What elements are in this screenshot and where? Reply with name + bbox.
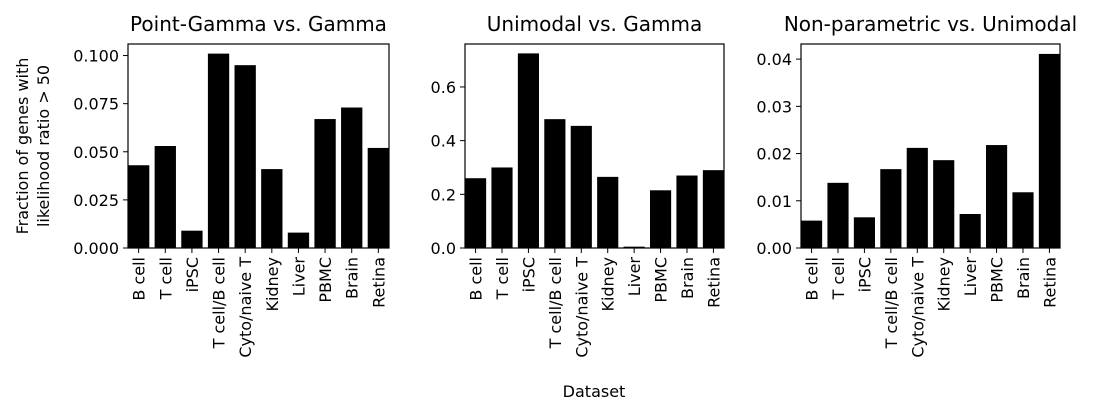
x-tick-label: Cyto/naive T bbox=[572, 257, 591, 358]
bar bbox=[1038, 53, 1060, 248]
bar bbox=[465, 178, 487, 248]
y-tick-label: 0.0 bbox=[431, 239, 456, 258]
bar bbox=[702, 170, 724, 248]
y-tick-label: 0.6 bbox=[431, 78, 456, 97]
x-tick-label: Liver bbox=[625, 257, 644, 297]
y-tick-label: 0.2 bbox=[431, 185, 456, 204]
x-tick-label: B cell bbox=[130, 257, 149, 301]
x-tick-label: T cell/B cell bbox=[210, 257, 229, 349]
bar bbox=[154, 146, 176, 248]
y-tick-label: 0.03 bbox=[756, 97, 792, 116]
x-tick-label: Liver bbox=[961, 257, 980, 297]
x-tick-label: T cell bbox=[493, 257, 512, 300]
x-tick-label: iPSC bbox=[183, 257, 202, 292]
x-tick-label: Cyto/naive T bbox=[236, 257, 255, 358]
bar bbox=[570, 125, 592, 248]
x-tick-label: Kidney bbox=[935, 257, 954, 312]
y-tick-label: 0.075 bbox=[73, 95, 119, 114]
x-tick-label: PBMC bbox=[988, 257, 1007, 303]
x-tick-label: T cell bbox=[829, 257, 848, 300]
x-tick-label: B cell bbox=[467, 257, 486, 301]
plot-frame bbox=[464, 43, 725, 249]
x-tick-label: Cyto/naive T bbox=[908, 257, 927, 358]
y-tick-label: 0.00 bbox=[756, 239, 792, 258]
bar bbox=[341, 107, 363, 249]
bar bbox=[128, 165, 150, 248]
chart-panels: Point-Gamma vs. Gamma B cell T cell iPSC T c… bbox=[73, 12, 1077, 358]
chart-title: Non-parametric vs. Unimodal bbox=[784, 12, 1077, 36]
x-tick-label: T cell/B cell bbox=[546, 257, 565, 349]
x-tick-label: B cell bbox=[803, 257, 822, 301]
x-tick-label: iPSC bbox=[855, 257, 874, 292]
x-tick-label: PBMC bbox=[316, 257, 335, 303]
bar bbox=[287, 232, 310, 248]
bar bbox=[676, 175, 698, 248]
x-tick-label: Kidney bbox=[263, 257, 282, 312]
bar bbox=[650, 190, 672, 248]
bar bbox=[491, 167, 513, 248]
x-tick-label: Liver bbox=[289, 257, 308, 297]
y-tick-label: 0.04 bbox=[756, 50, 792, 69]
bar bbox=[1012, 192, 1034, 248]
x-tick-label: T cell/B cell bbox=[882, 257, 901, 349]
bar bbox=[367, 147, 389, 248]
bar bbox=[314, 119, 336, 248]
x-tick-label: Retina bbox=[704, 257, 723, 308]
x-tick-label: T cell bbox=[156, 257, 175, 300]
bar bbox=[261, 169, 283, 248]
bar bbox=[544, 119, 566, 248]
x-tick-label: Brain bbox=[678, 257, 697, 299]
y-tick-label: 0.4 bbox=[431, 132, 456, 151]
plot-frame bbox=[127, 43, 390, 249]
x-tick-label: PBMC bbox=[652, 257, 671, 303]
y-tick-label: 0.100 bbox=[73, 47, 119, 66]
bar bbox=[880, 169, 902, 248]
bar bbox=[597, 176, 619, 248]
bar bbox=[623, 246, 645, 248]
y-tick-label: 0.050 bbox=[73, 143, 119, 162]
x-tick-label: Brain bbox=[343, 257, 362, 299]
x-tick-label: iPSC bbox=[519, 257, 538, 292]
bar bbox=[906, 147, 928, 248]
y-axis-label-line1: Fraction of genes with bbox=[13, 58, 32, 235]
x-tick-label: Kidney bbox=[599, 257, 618, 312]
y-tick-label: 0.000 bbox=[73, 239, 119, 258]
chart-panel-1: Point-Gamma vs. Gamma B cell T cell iPSC T c… bbox=[73, 12, 390, 358]
chart-panel-2: Unimodal vs. Gamma B cell T cell iPSC T cell… bbox=[431, 12, 725, 358]
x-axis-label: Dataset bbox=[563, 382, 626, 401]
y-axis-label: Fraction of genes with likelihood ratio … bbox=[13, 58, 53, 235]
y-tick-label: 0.025 bbox=[73, 191, 119, 210]
x-tick-label: Brain bbox=[1014, 257, 1033, 299]
bar bbox=[801, 220, 823, 248]
y-tick-label: 0.01 bbox=[756, 192, 792, 211]
bar bbox=[517, 53, 539, 248]
bar bbox=[827, 182, 849, 248]
bar bbox=[933, 160, 955, 248]
y-tick-label: 0.02 bbox=[756, 145, 792, 164]
bar bbox=[181, 230, 203, 248]
bar bbox=[959, 214, 981, 248]
bar bbox=[853, 217, 875, 248]
chart-title: Point-Gamma vs. Gamma bbox=[130, 12, 387, 36]
bar bbox=[234, 65, 256, 248]
chart-panel-3: Non-parametric vs. Unimodal B cell T cell i… bbox=[756, 12, 1077, 358]
plot-frame bbox=[800, 43, 1061, 249]
bar bbox=[986, 145, 1008, 248]
x-tick-label: Retina bbox=[1040, 257, 1059, 308]
x-tick-label: Retina bbox=[369, 257, 388, 308]
bar bbox=[207, 53, 230, 248]
chart-title: Unimodal vs. Gamma bbox=[487, 12, 702, 36]
y-axis-label-line2: likelihood ratio > 50 bbox=[34, 65, 53, 227]
